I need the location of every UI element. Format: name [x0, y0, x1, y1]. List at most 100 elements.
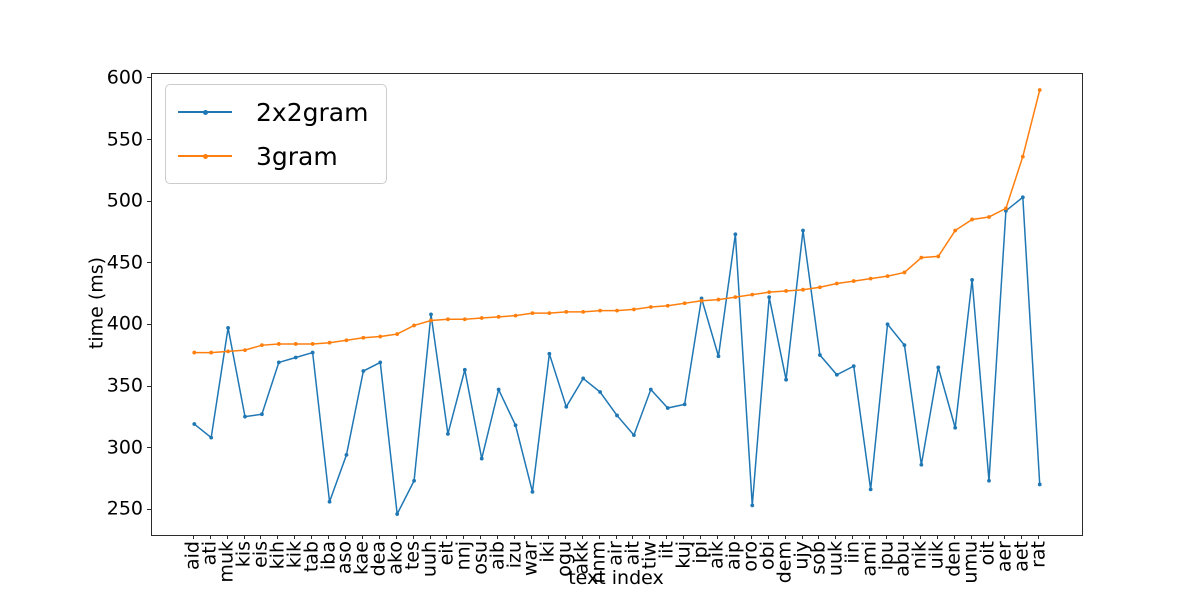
x-axis-title: text index — [568, 567, 664, 589]
data-point-marker — [496, 387, 501, 392]
x-tick-mark — [1004, 535, 1006, 539]
data-point-marker — [395, 332, 400, 336]
legend-entry-3gram: 3gram — [178, 138, 374, 174]
x-tick-mark — [581, 535, 583, 539]
data-point-marker — [970, 277, 974, 282]
y-tick-mark — [147, 200, 151, 202]
data-point-marker — [192, 350, 197, 355]
y-tick-label: 500 — [106, 189, 143, 212]
data-point-marker — [733, 295, 738, 299]
data-point-marker — [361, 369, 366, 373]
data-point-marker — [209, 435, 214, 440]
data-point-marker — [987, 478, 991, 483]
data-point-marker — [632, 307, 636, 312]
data-point-marker — [598, 390, 602, 394]
data-point-marker — [327, 340, 332, 345]
x-tick-mark — [226, 535, 228, 539]
x-tick-mark — [598, 535, 600, 539]
y-tick-mark — [147, 385, 151, 387]
data-point-marker — [615, 308, 619, 313]
y-tick-label: 600 — [106, 66, 143, 89]
data-point-marker — [801, 287, 805, 292]
data-point-marker — [513, 313, 518, 318]
x-tick-mark — [446, 535, 448, 539]
x-tick-mark — [649, 535, 651, 539]
y-tick-label: 300 — [106, 436, 143, 459]
y-tick-label: 250 — [106, 497, 143, 520]
data-point-marker — [632, 433, 636, 438]
y-tick-label: 350 — [106, 374, 143, 397]
data-point-marker — [767, 295, 772, 299]
y-tick-label: 450 — [106, 251, 143, 274]
data-point-marker — [1037, 88, 1042, 92]
x-tick-mark — [277, 535, 279, 539]
data-point-marker — [851, 364, 856, 369]
data-point-marker — [344, 452, 349, 457]
x-tick-mark — [919, 535, 921, 539]
x-tick-mark — [1021, 535, 1023, 539]
data-point-marker — [648, 387, 653, 392]
x-tick-mark — [632, 535, 634, 539]
data-point-marker — [784, 377, 788, 382]
data-point-marker — [513, 423, 518, 428]
data-point-marker — [818, 353, 822, 357]
data-point-marker — [970, 217, 974, 222]
x-tick-mark — [784, 535, 786, 539]
data-point-marker — [801, 228, 805, 233]
x-tick-mark — [716, 535, 718, 539]
data-point-marker — [378, 334, 383, 339]
data-point-marker — [953, 425, 958, 430]
x-tick-mark — [429, 535, 431, 539]
data-point-marker — [260, 412, 264, 417]
data-point-marker — [784, 289, 788, 293]
legend-entry-2x2gram: 2x2gram — [178, 94, 374, 130]
data-point-marker — [936, 254, 941, 259]
data-point-marker — [429, 312, 433, 317]
data-point-marker — [834, 281, 839, 286]
x-tick-mark — [666, 535, 668, 539]
data-point-marker — [530, 311, 535, 316]
data-point-marker — [1004, 206, 1008, 211]
x-tick-mark — [311, 535, 313, 539]
x-tick-mark — [835, 535, 837, 539]
data-point-marker — [192, 422, 197, 426]
x-tick-mark — [192, 535, 194, 539]
data-point-marker — [446, 432, 450, 436]
x-tick-mark — [294, 535, 296, 539]
data-point-marker — [1020, 154, 1025, 159]
plot-area: 2x2gram 3gram — [151, 73, 1083, 536]
x-tick-mark — [801, 535, 803, 539]
data-point-marker — [293, 355, 298, 360]
data-point-marker — [395, 512, 400, 516]
x-tick-mark — [260, 535, 262, 539]
x-tick-mark — [615, 535, 617, 539]
y-tick-mark — [147, 77, 151, 79]
chart-canvas — [192, 88, 1042, 517]
x-tick-mark — [395, 535, 397, 539]
y-axis-title: time (ms) — [85, 256, 108, 350]
data-point-marker — [936, 365, 941, 370]
x-tick-mark — [480, 535, 482, 539]
data-point-marker — [682, 301, 687, 306]
x-tick-mark — [328, 535, 330, 539]
data-point-marker — [429, 318, 433, 323]
data-point-marker — [716, 297, 721, 302]
data-point-marker — [446, 317, 450, 322]
data-point-marker — [699, 298, 704, 303]
data-point-marker — [868, 487, 873, 492]
data-point-marker — [226, 326, 230, 330]
x-tick-mark — [970, 535, 972, 539]
data-point-marker — [243, 414, 247, 419]
data-point-marker — [547, 351, 552, 356]
data-point-marker — [327, 499, 332, 504]
data-point-marker — [547, 311, 552, 316]
data-point-marker — [885, 274, 890, 279]
data-point-marker — [987, 215, 991, 219]
y-tick-label: 550 — [106, 128, 143, 151]
legend: 2x2gram 3gram — [165, 84, 388, 184]
y-tick-mark — [147, 323, 151, 325]
x-tick-mark — [869, 535, 871, 539]
data-point-marker — [615, 413, 619, 418]
data-point-marker — [750, 292, 755, 297]
data-point-marker — [1037, 482, 1042, 487]
